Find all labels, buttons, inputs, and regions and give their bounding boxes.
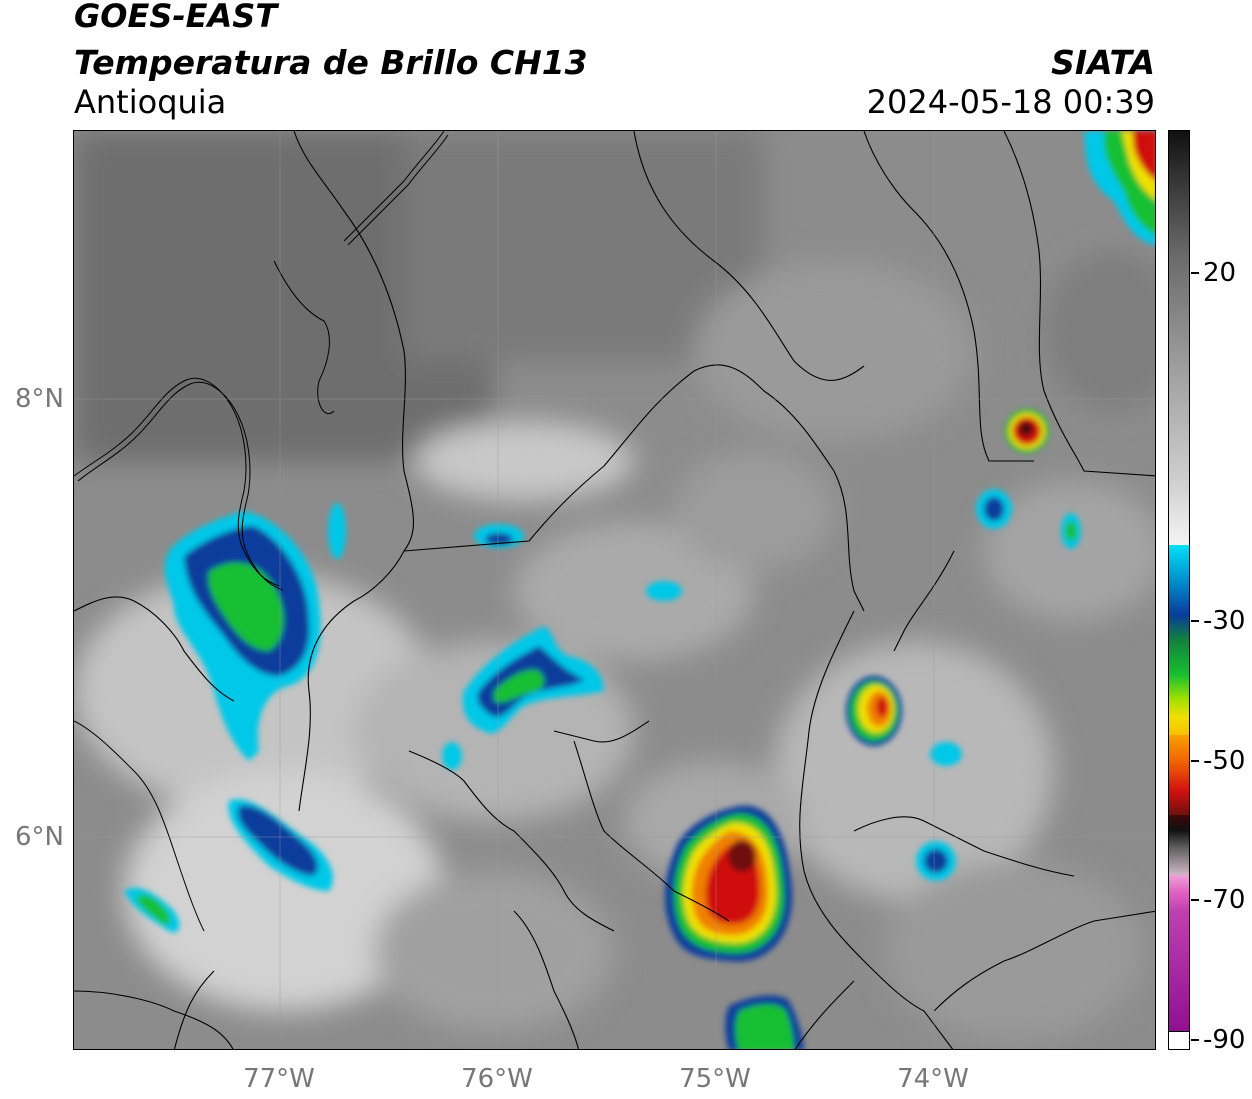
colorbar-label-20: 20 bbox=[1203, 258, 1237, 288]
coastline bbox=[74, 131, 449, 932]
colorbar-label-minus90: -90 bbox=[1203, 1025, 1246, 1055]
colorbar bbox=[1168, 130, 1190, 1050]
lat-label-8n: 8°N bbox=[15, 384, 64, 414]
boundaries bbox=[74, 131, 1155, 1049]
lon-label-77w: 77°W bbox=[243, 1064, 315, 1094]
gridlines bbox=[74, 131, 1155, 1049]
lat-label-6n: 6°N bbox=[15, 822, 64, 852]
title-line1: GOES-EAST bbox=[74, 0, 278, 35]
colorbar-label-minus70: -70 bbox=[1203, 885, 1246, 915]
colorbar-tick bbox=[1191, 272, 1199, 274]
colorbar-label-minus30: -30 bbox=[1203, 606, 1246, 636]
colorbar-tick bbox=[1191, 620, 1199, 622]
satellite-map[interactable] bbox=[73, 130, 1156, 1050]
title-line2: Temperatura de Brillo CH13 bbox=[74, 43, 588, 82]
colorbar-tick bbox=[1191, 1039, 1199, 1041]
lon-label-74w: 74°W bbox=[897, 1064, 969, 1094]
colorbar-label-minus50: -50 bbox=[1203, 746, 1246, 776]
colorbar-tick bbox=[1191, 760, 1199, 762]
colorbar-tick bbox=[1191, 899, 1199, 901]
lon-label-76w: 76°W bbox=[461, 1064, 533, 1094]
map-canvas bbox=[74, 131, 1155, 1049]
region-label: Antioquia bbox=[74, 83, 227, 121]
timestamp-label: 2024-05-18 00:39 bbox=[866, 83, 1155, 121]
lon-label-75w: 75°W bbox=[679, 1064, 751, 1094]
organization-label: SIATA bbox=[1051, 43, 1155, 82]
